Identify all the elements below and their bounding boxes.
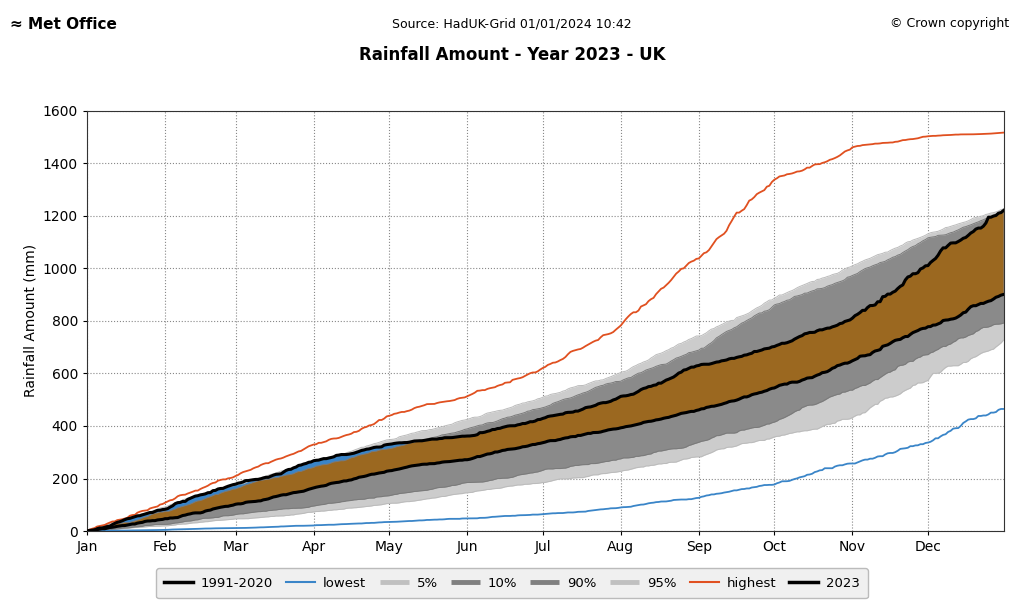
Text: Rainfall Amount - Year 2023 - UK: Rainfall Amount - Year 2023 - UK — [358, 47, 666, 64]
Text: © Crown copyright: © Crown copyright — [890, 17, 1009, 30]
Text: Source: HadUK-Grid 01/01/2024 10:42: Source: HadUK-Grid 01/01/2024 10:42 — [392, 17, 632, 30]
Text: ≈ Met Office: ≈ Met Office — [10, 17, 117, 32]
Legend: 1991-2020, lowest, 5%, 10%, 90%, 95%, highest, 2023: 1991-2020, lowest, 5%, 10%, 90%, 95%, hi… — [156, 569, 868, 598]
Y-axis label: Rainfall Amount (mm): Rainfall Amount (mm) — [24, 244, 37, 397]
